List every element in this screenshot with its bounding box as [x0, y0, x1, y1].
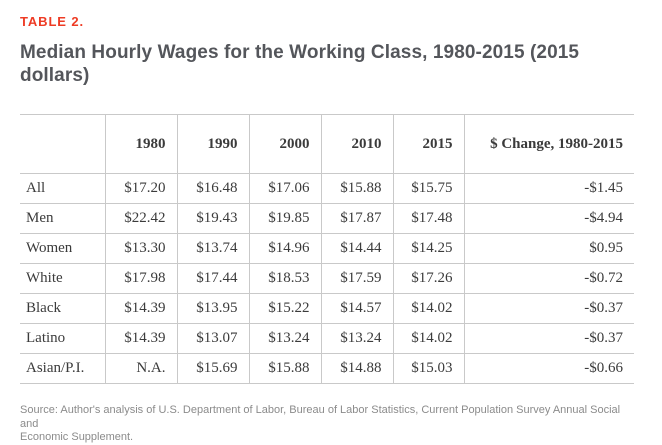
- table-row: Latino $14.39 $13.07 $13.24 $13.24 $14.02 -$0.…: [20, 323, 634, 354]
- cell: $15.75: [392, 173, 464, 204]
- column-header: 1990: [176, 114, 249, 174]
- row-label: Latino: [20, 323, 105, 354]
- cell: $14.44: [320, 233, 393, 264]
- column-header: 1980: [104, 114, 177, 174]
- cell: $18.53: [248, 263, 321, 294]
- row-label: Asian/P.I.: [20, 353, 105, 384]
- cell: $13.24: [248, 323, 321, 354]
- cell: $0.95: [463, 233, 634, 264]
- cell: $15.88: [320, 173, 393, 204]
- row-label: All: [20, 173, 105, 204]
- cell: $14.02: [392, 323, 464, 354]
- row-label: Men: [20, 203, 105, 234]
- cell: $14.88: [320, 353, 393, 384]
- cell: $14.39: [104, 323, 177, 354]
- header-row: 1980 1990 2000 2010 2015 $ Change, 1980-2015: [20, 114, 634, 174]
- cell: $13.24: [320, 323, 393, 354]
- cell: -$0.66: [463, 353, 634, 384]
- cell: N.A.: [104, 353, 177, 384]
- cell: $13.95: [176, 293, 249, 324]
- cell: $19.43: [176, 203, 249, 234]
- wages-table: 1980 1990 2000 2010 2015 $ Change, 1980-2015 …: [20, 114, 634, 384]
- cell: $22.42: [104, 203, 177, 234]
- cell: $17.44: [176, 263, 249, 294]
- cell: $14.39: [104, 293, 177, 324]
- cell: $17.48: [392, 203, 464, 234]
- source-note-line: Economic Supplement.: [20, 431, 134, 443]
- table-row: Asian/P.I. N.A. $15.69 $15.88 $14.88 $15.03 -$…: [20, 353, 634, 384]
- table-row: Women $13.30 $13.74 $14.96 $14.44 $14.25 $0.95: [20, 233, 634, 264]
- table-row: Black $14.39 $13.95 $15.22 $14.57 $14.02 -$0.3…: [20, 293, 634, 324]
- cell: $17.59: [320, 263, 393, 294]
- source-note-line: Source: Author's analysis of U.S. Depart…: [20, 404, 621, 430]
- cell: $17.87: [320, 203, 393, 234]
- table-number-label: TABLE 2.: [20, 14, 85, 29]
- cell: -$0.37: [463, 293, 634, 324]
- column-header: 2010: [320, 114, 393, 174]
- table-row: All $17.20 $16.48 $17.06 $15.88 $15.75 -$1.45: [20, 173, 634, 204]
- cell: $17.06: [248, 173, 321, 204]
- cell: -$4.94: [463, 203, 634, 234]
- row-label: Black: [20, 293, 105, 324]
- row-label: White: [20, 263, 105, 294]
- cell: $17.26: [392, 263, 464, 294]
- cell: $14.25: [392, 233, 464, 264]
- cell: $15.88: [248, 353, 321, 384]
- cell: $13.07: [176, 323, 249, 354]
- cell: $14.96: [248, 233, 321, 264]
- table-row: White $17.98 $17.44 $18.53 $17.59 $17.26 -$0.7…: [20, 263, 634, 294]
- table-body: All $17.20 $16.48 $17.06 $15.88 $15.75 -$1.45 M…: [20, 173, 634, 384]
- row-label-column-header: [20, 115, 105, 174]
- cell: $17.20: [104, 173, 177, 204]
- row-label: Women: [20, 233, 105, 264]
- cell: -$0.37: [463, 323, 634, 354]
- column-header: $ Change, 1980-2015: [463, 114, 634, 174]
- cell: $19.85: [248, 203, 321, 234]
- cell: -$1.45: [463, 173, 634, 204]
- table-title: Median Hourly Wages for the Working Clas…: [20, 42, 580, 86]
- source-note: Source: Author's analysis of U.S. Depart…: [20, 404, 641, 445]
- cell: $15.22: [248, 293, 321, 324]
- cell: $15.69: [176, 353, 249, 384]
- cell: $15.03: [392, 353, 464, 384]
- cell: -$0.72: [463, 263, 634, 294]
- column-header: 2000: [248, 114, 321, 174]
- cell: $16.48: [176, 173, 249, 204]
- cell: $14.57: [320, 293, 393, 324]
- cell: $17.98: [104, 263, 177, 294]
- cell: $13.74: [176, 233, 249, 264]
- cell: $14.02: [392, 293, 464, 324]
- column-header: 2015: [392, 114, 464, 174]
- cell: $13.30: [104, 233, 177, 264]
- table-row: Men $22.42 $19.43 $19.85 $17.87 $17.48 -$4.94: [20, 203, 634, 234]
